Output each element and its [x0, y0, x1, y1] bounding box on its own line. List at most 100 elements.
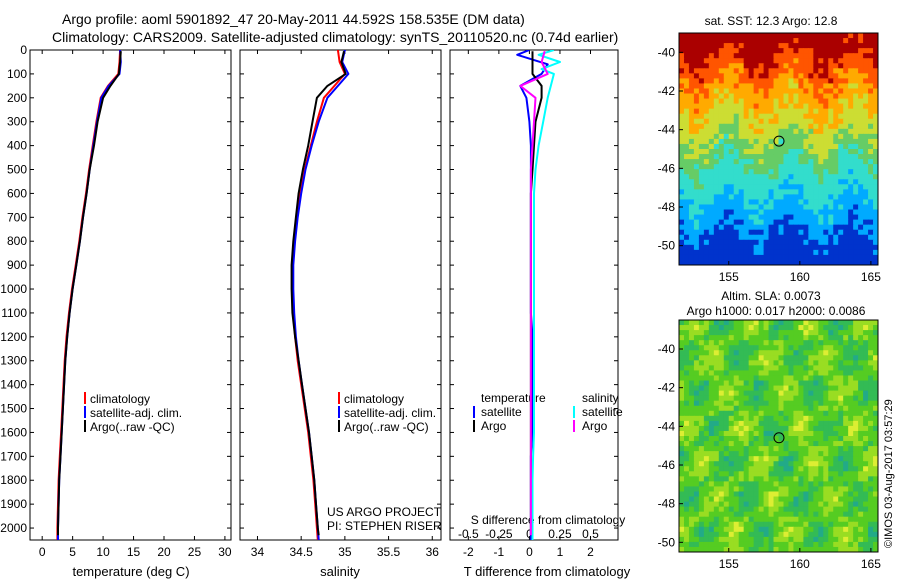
map-cell [738, 385, 745, 392]
map-cell [813, 184, 819, 190]
map-cell [688, 546, 695, 552]
map-cell [783, 214, 790, 221]
map-cell [688, 451, 695, 457]
map-cell [793, 405, 799, 412]
map-cell [679, 340, 685, 346]
map-cell [853, 370, 859, 377]
map-cell [738, 194, 745, 201]
map-cell [768, 164, 775, 170]
map-cell [868, 395, 874, 402]
map-cell [783, 330, 790, 336]
map-cell [873, 83, 878, 90]
map-cell [853, 38, 859, 44]
map-cell [688, 88, 695, 95]
map-cell [868, 179, 874, 185]
map-cell [723, 73, 730, 79]
map-cell [713, 441, 720, 447]
map-cell [868, 123, 874, 130]
map-cell [843, 53, 849, 59]
map-cell [748, 169, 755, 175]
map-cell [679, 159, 685, 165]
map-cell [679, 506, 685, 513]
legend-t-satellite-label: satellite [481, 405, 522, 419]
map-cell [783, 491, 790, 498]
map-cell [718, 93, 725, 100]
map-cell [748, 149, 755, 155]
map-cell [708, 78, 715, 85]
map-cell [863, 526, 869, 533]
map-cell [763, 143, 770, 150]
map-cell [868, 506, 874, 513]
map-cell [753, 179, 760, 185]
map-cell [823, 436, 829, 442]
map-cell [718, 385, 725, 392]
map-cell [728, 415, 735, 422]
map-cell [703, 385, 710, 392]
map-cell [703, 33, 710, 39]
map-cell [823, 345, 829, 351]
map-cell [703, 133, 710, 140]
map-cell [823, 536, 829, 543]
map-cell [828, 526, 834, 533]
map-cell [778, 123, 785, 130]
map-cell [783, 149, 790, 155]
map-cell [873, 451, 878, 457]
map-cell [768, 103, 775, 110]
map-cell [728, 526, 735, 533]
map-cell [873, 360, 878, 366]
map-cell [858, 320, 864, 326]
map-cell [753, 214, 760, 221]
map-cell [693, 199, 700, 206]
map-cell [738, 330, 745, 336]
map-cell [828, 466, 834, 472]
map-cell [773, 496, 780, 503]
map-cell [713, 446, 720, 452]
map-cell [683, 239, 690, 246]
map-cell [873, 375, 878, 382]
map-cell [778, 415, 785, 422]
map-cell [753, 43, 760, 49]
map-cell [863, 541, 869, 548]
map-cell [758, 159, 765, 165]
map-cell [873, 209, 878, 216]
map-cell [813, 154, 819, 160]
map-cell [728, 108, 735, 115]
map-cell [733, 461, 740, 467]
map-cell [703, 254, 710, 261]
map-cell [763, 420, 770, 427]
map-cell [828, 138, 834, 145]
map-cell [679, 441, 685, 447]
map-cell [698, 249, 705, 256]
map-cell [828, 491, 834, 498]
map-cell [753, 415, 760, 422]
map-cell [823, 481, 829, 488]
map-cell [838, 88, 844, 95]
map-cell [693, 234, 700, 241]
difference-legend: temperature salinity satellite Argo sate… [473, 391, 623, 433]
map-cell [828, 471, 834, 477]
map-cell [848, 466, 854, 472]
map-cell [863, 58, 869, 64]
map-cell [798, 486, 804, 493]
map-cell [738, 63, 745, 69]
map-cell [693, 229, 700, 236]
map-cell [788, 536, 795, 543]
map-cell [758, 486, 765, 493]
map-cell [773, 204, 780, 211]
map-cell [738, 249, 745, 256]
map-cell [873, 546, 878, 552]
map-cell [803, 88, 809, 95]
map-cell [679, 320, 685, 326]
map-cell [703, 390, 710, 397]
map-cell [873, 491, 878, 498]
map-cell [708, 456, 715, 462]
map-cell [868, 355, 874, 361]
map-cell [873, 380, 878, 387]
map-cell [853, 73, 859, 79]
map-cell [843, 385, 849, 392]
map-cell [748, 420, 755, 427]
map-cell [788, 118, 795, 125]
map-cell [778, 365, 785, 372]
map-cell [713, 88, 720, 95]
map-cell [743, 415, 750, 422]
